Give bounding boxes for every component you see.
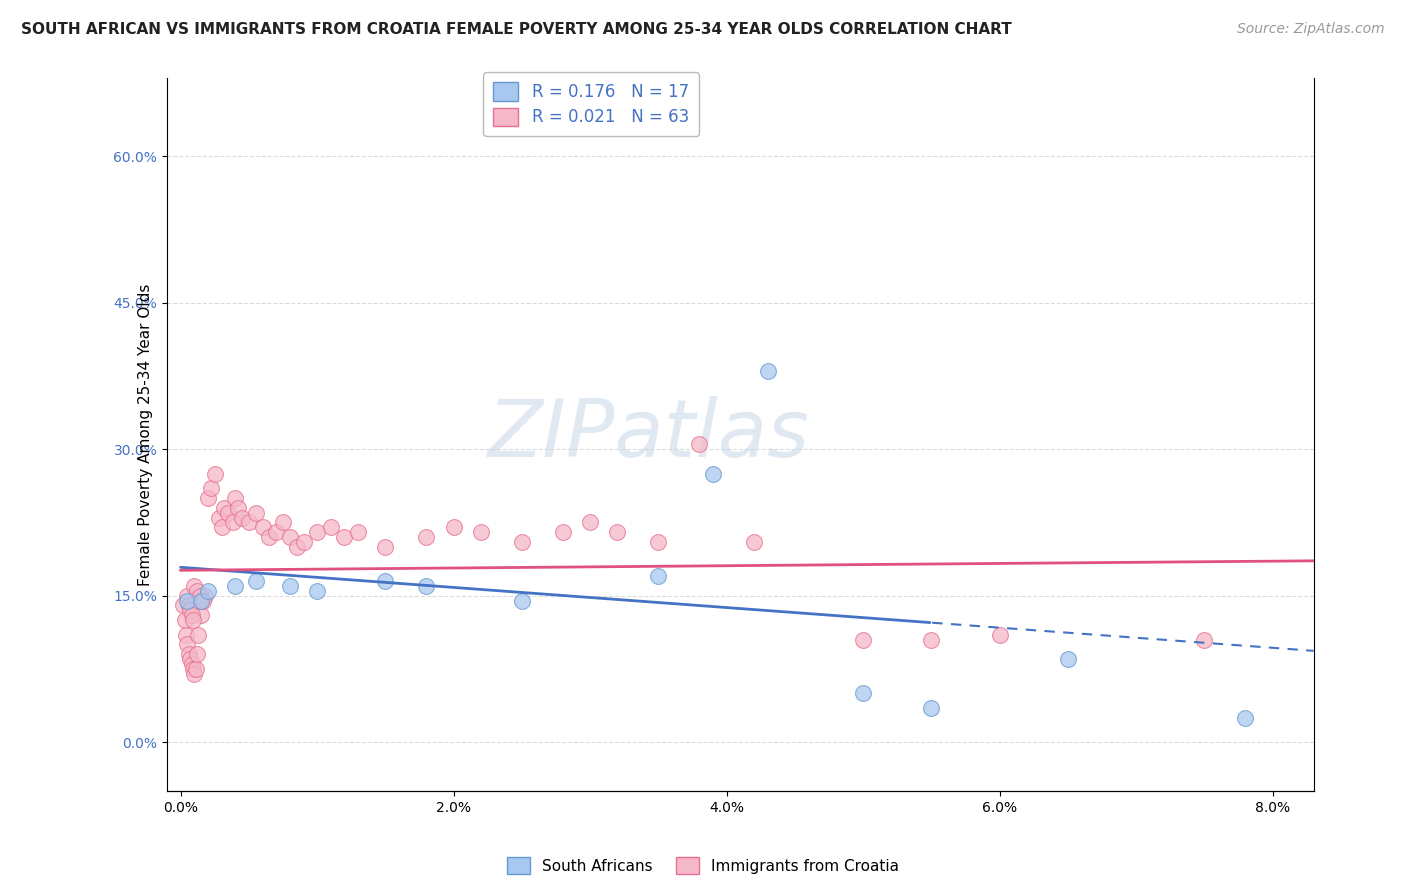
Point [702,467,724,481]
Point [374,540,396,554]
Y-axis label: Female Poverty Among 25-34 Year Olds: Female Poverty Among 25-34 Year Olds [138,284,153,586]
Point [510,535,533,549]
Point [188,589,211,603]
Point [180,657,202,671]
Point [271,516,294,530]
Point [211,520,233,534]
Point [278,579,301,593]
Point [259,530,281,544]
Point [208,510,231,524]
Point [177,599,200,613]
Point [180,608,202,623]
Point [177,647,200,661]
Point [920,632,942,647]
Point [333,530,356,544]
Point [200,481,222,495]
Point [179,603,201,617]
Point [176,637,198,651]
Point [415,579,437,593]
Point [181,613,204,627]
Legend: R = 0.176   N = 17, R = 0.021   N = 63: R = 0.176 N = 17, R = 0.021 N = 63 [484,72,699,136]
Point [988,628,1011,642]
Point [307,525,329,540]
Point [606,525,628,540]
Point [920,701,942,715]
Point [319,520,342,534]
Point [184,662,207,676]
Point [204,467,226,481]
Point [176,589,198,603]
Point [688,437,710,451]
Point [190,593,212,607]
Point [190,593,212,607]
Point [174,628,197,642]
Point [415,530,437,544]
Point [183,666,205,681]
Text: Source: ZipAtlas.com: Source: ZipAtlas.com [1237,22,1385,37]
Legend: South Africans, Immigrants from Croatia: South Africans, Immigrants from Croatia [501,851,905,880]
Text: ZIPatlas: ZIPatlas [488,396,810,474]
Point [224,491,246,505]
Point [756,364,779,378]
Point [238,516,260,530]
Point [214,500,236,515]
Point [443,520,465,534]
Point [1234,711,1257,725]
Point [179,652,201,666]
Point [292,535,315,549]
Point [176,593,198,607]
Point [647,535,669,549]
Point [264,525,287,540]
Point [172,599,194,613]
Point [187,628,209,642]
Point [647,569,669,583]
Point [1194,632,1216,647]
Point [183,579,205,593]
Point [551,525,574,540]
Point [194,589,217,603]
Point [197,491,219,505]
Point [197,583,219,598]
Point [245,574,267,588]
Point [186,583,208,598]
Point [231,510,253,524]
Point [245,506,267,520]
Point [191,593,214,607]
Point [217,506,239,520]
Point [173,613,195,627]
Point [221,516,243,530]
Point [285,540,308,554]
Text: SOUTH AFRICAN VS IMMIGRANTS FROM CROATIA FEMALE POVERTY AMONG 25-34 YEAR OLDS CO: SOUTH AFRICAN VS IMMIGRANTS FROM CROATIA… [21,22,1012,37]
Point [278,530,301,544]
Point [186,647,208,661]
Point [1057,652,1080,666]
Point [347,525,370,540]
Point [852,632,875,647]
Point [226,500,249,515]
Point [224,579,246,593]
Point [307,583,329,598]
Point [190,608,212,623]
Point [742,535,765,549]
Point [252,520,274,534]
Point [852,686,875,700]
Point [374,574,396,588]
Point [579,516,602,530]
Point [470,525,492,540]
Point [510,593,533,607]
Point [181,662,204,676]
